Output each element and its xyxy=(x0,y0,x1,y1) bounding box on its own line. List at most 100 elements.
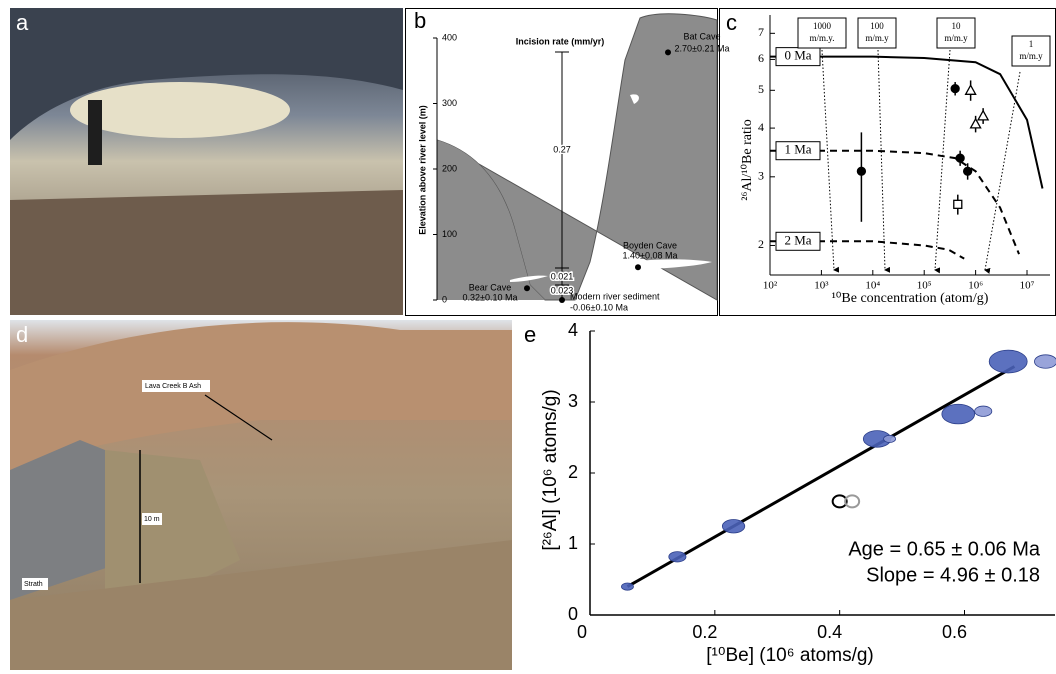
gravel-pile xyxy=(10,440,130,600)
x-tick-label: 0 xyxy=(577,622,587,642)
fit-line xyxy=(626,365,1016,588)
rate-label: 10 xyxy=(952,21,962,31)
x-tick-label: 10⁴ xyxy=(865,280,880,292)
panel-letter: c xyxy=(726,10,737,35)
curve xyxy=(770,149,1020,255)
y-tick-label: 2 xyxy=(568,462,578,482)
y-tick-label: 1 xyxy=(568,533,578,553)
point xyxy=(621,582,634,591)
point xyxy=(856,166,867,176)
point xyxy=(988,349,1028,374)
point xyxy=(974,405,993,417)
panel-letter: a xyxy=(16,10,29,35)
y-tick-label: 6 xyxy=(758,51,764,65)
cave-age: -0.06±0.10 Ma xyxy=(570,302,628,312)
label-box xyxy=(22,578,48,590)
y-tick-label: 4 xyxy=(568,320,578,340)
cave-light xyxy=(70,82,290,138)
point xyxy=(955,153,965,163)
point xyxy=(977,109,990,121)
cave-name: Modern river sediment xyxy=(570,291,660,301)
x-axis-label: [¹⁰Be] (10⁶ atoms/g) xyxy=(706,645,874,666)
curve xyxy=(770,240,965,260)
hill xyxy=(10,322,512,470)
cave-name: Bat Cave xyxy=(683,31,720,41)
x-tick-label: 0.6 xyxy=(942,622,967,642)
cave-channel xyxy=(600,259,712,270)
panel-letter: b xyxy=(414,8,426,33)
point xyxy=(668,551,687,563)
rate-line xyxy=(984,71,1021,274)
rate-line xyxy=(821,49,840,273)
annotation: Slope = 4.96 ± 0.18 xyxy=(866,564,1040,586)
y-axis-label: ²⁶Al/¹⁰Be ratio xyxy=(740,119,755,200)
x-tick-label: 10⁶ xyxy=(968,280,983,292)
y-tick-label: 300 xyxy=(442,98,457,108)
terrain xyxy=(437,140,545,300)
rate-label: m/m.y xyxy=(865,33,889,43)
cliff xyxy=(105,450,240,600)
cave-age: 2.70±0.21 Ma xyxy=(675,43,730,53)
rate-label: m/m.y xyxy=(944,33,968,43)
y-tick-label: 0 xyxy=(442,294,447,304)
y-tick-label: 0 xyxy=(568,604,578,624)
y-axis-label: Elevation above river level (m) xyxy=(417,105,427,235)
x-tick-label: 10⁷ xyxy=(1020,280,1035,292)
x-tick-label: 0.2 xyxy=(692,622,717,642)
foreground xyxy=(10,540,512,670)
point xyxy=(964,83,977,95)
y-tick-label: 7 xyxy=(758,25,764,39)
cave-channel xyxy=(630,94,639,104)
rate-label: 0.021 xyxy=(551,271,574,281)
panel-letter: d xyxy=(16,322,28,347)
point xyxy=(950,83,960,94)
cave-ceiling xyxy=(10,8,403,140)
y-tick-label: 200 xyxy=(442,163,457,173)
cave-age: 1.40±0.08 Ma xyxy=(623,250,678,260)
label-box xyxy=(142,513,162,525)
curve-label-box xyxy=(775,141,821,161)
point xyxy=(953,199,963,209)
curve-label: 0 Ma xyxy=(784,48,811,63)
leader-line xyxy=(204,394,273,441)
curve-label-box xyxy=(775,231,821,251)
cave-dot xyxy=(665,49,671,56)
rate-label: 0.023 xyxy=(551,285,574,295)
y-tick-label: 3 xyxy=(758,169,764,183)
curve-label: 1 Ma xyxy=(784,142,811,157)
person xyxy=(88,100,102,165)
curve-label: 2 Ma xyxy=(784,232,811,247)
point xyxy=(721,519,746,534)
rate-label: m/m.y. xyxy=(810,33,835,43)
annotation: Age = 0.65 ± 0.06 Ma xyxy=(848,538,1041,560)
rate-label: 100 xyxy=(870,21,884,31)
title: Incision rate (mm/yr) xyxy=(516,36,605,46)
cave-name: Boyden Cave xyxy=(623,240,677,250)
y-tick-label: 5 xyxy=(758,82,764,96)
cave-name: Bear Cave xyxy=(469,282,512,292)
point xyxy=(1034,354,1056,369)
panel-e: e 0 0.2 0.4 0.6 0 1 2 3 4 [¹⁰Be] (10⁶ atoms/g) [²⁶A… xyxy=(524,320,1056,666)
x-tick-label: 10³ xyxy=(814,280,829,292)
rate-label: 1000 xyxy=(813,21,832,31)
x-tick-label: 0.4 xyxy=(817,622,842,642)
cave-floor xyxy=(10,190,403,315)
panel-b: b 0 100 200 300 400 Elevation above river leve… xyxy=(414,8,729,313)
photo-annotation: Lava Creek B Ash xyxy=(145,383,201,390)
rate-line xyxy=(877,49,891,273)
rate-box xyxy=(1011,35,1051,67)
cave-dot xyxy=(635,264,641,271)
point xyxy=(941,403,976,425)
y-tick-label: 100 xyxy=(442,229,457,239)
photo-a: a xyxy=(10,8,403,315)
y-axis-label: [²⁶Al] (10⁶ atoms/g) xyxy=(540,389,561,550)
y-tick-label: 2 xyxy=(758,237,764,251)
label-box xyxy=(142,380,210,392)
rate-box xyxy=(857,17,897,49)
panel-letter: e xyxy=(524,322,536,347)
curve xyxy=(770,55,1044,189)
y-tick-label: 3 xyxy=(568,391,578,411)
photo-annotation: Strath xyxy=(24,581,43,588)
